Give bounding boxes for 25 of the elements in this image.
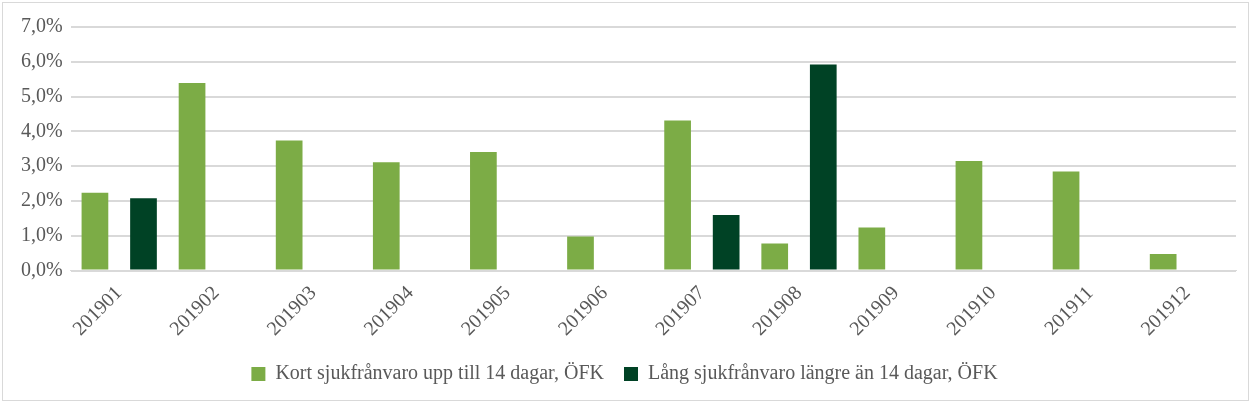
bar [275,140,303,270]
bar [809,64,837,270]
y-tick-label: 1,0% [20,223,63,246]
y-tick-label: 5,0% [20,83,63,106]
y-tick-label: 0,0% [20,257,63,280]
bar [81,192,109,270]
bar [858,227,886,270]
y-tick-label: 7,0% [20,14,63,37]
bar [130,198,157,270]
y-tick-label: 4,0% [20,118,63,141]
bar [1149,253,1177,270]
y-tick-label: 3,0% [20,153,63,176]
bar [664,120,691,270]
y-tick-label: 2,0% [20,188,63,211]
bar [1052,171,1080,270]
bar [567,236,594,270]
bar [955,160,983,270]
legend-label: Lång sjukfrånvaro längre än 14 dagar, ÖFK [647,361,999,385]
bar [178,83,206,270]
bar [712,214,740,270]
bar [470,151,497,270]
legend-label: Kort sjukfrånvaro upp till 14 dagar, ÖFK [275,361,605,385]
bar [372,162,400,270]
y-tick-label: 6,0% [20,49,63,72]
bar [761,243,789,270]
